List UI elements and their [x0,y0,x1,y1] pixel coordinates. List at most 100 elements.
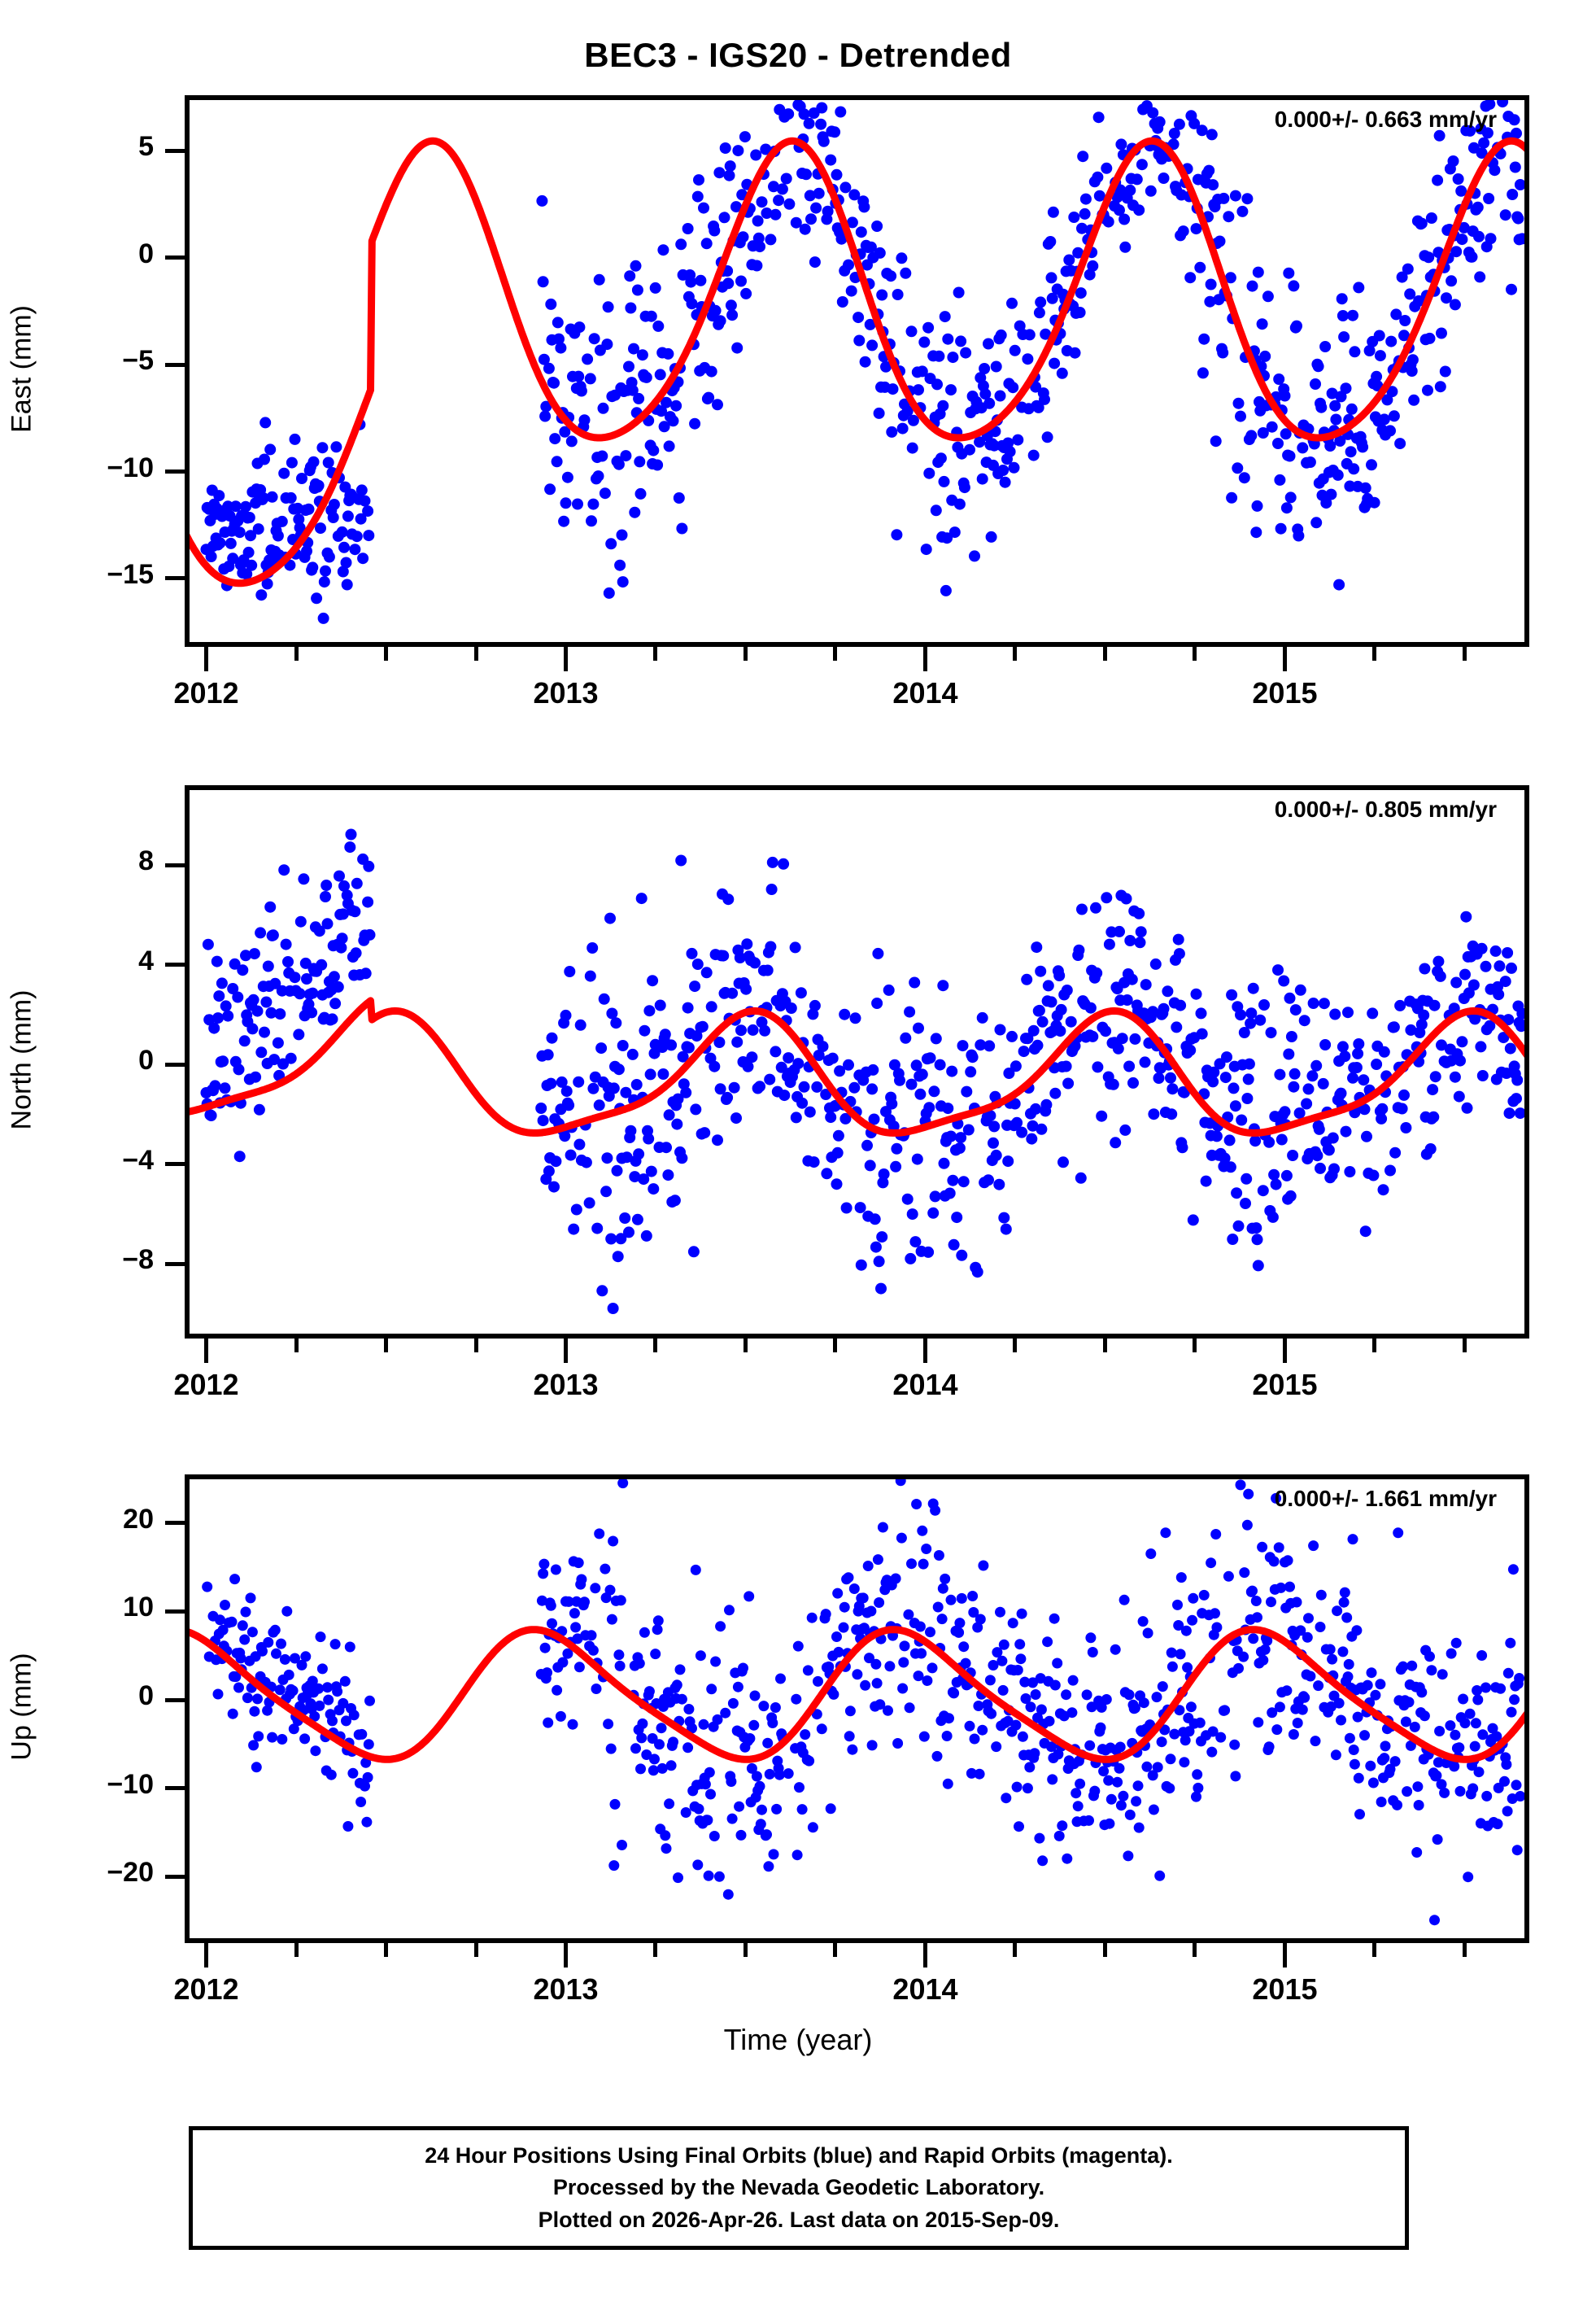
rate-annotation-up: 0.000+/- 1.661 mm/yr [1274,1486,1497,1511]
footer-line-3: Plotted on 2026-Apr-26. Last data on 201… [538,2207,1060,2232]
y-tick-east-3 [165,469,185,474]
x-tick-label-east-1: 2013 [533,676,599,710]
data-layer-east [190,100,1524,624]
y-tick-label-north-3: −4 [122,1144,154,1176]
y-tick-label-north-0: 8 [138,845,154,877]
scatter-points-up [202,1479,1524,1926]
y-tick-label-north-4: −8 [122,1244,154,1276]
y-tick-up-2 [165,1697,185,1702]
x-tick-minor-east [1193,647,1197,661]
y-tick-north-4 [165,1261,185,1266]
x-tick-minor-up [1013,1943,1018,1957]
data-layer-up [190,1479,1524,1926]
x-tick-major-up [204,1943,209,1968]
x-tick-minor-north [833,1339,838,1352]
y-tick-up-1 [165,1609,185,1614]
x-tick-minor-north [1372,1339,1377,1352]
plot-area-north[interactable] [185,785,1529,1339]
model-curve-north [190,997,1524,1137]
x-tick-label-north-3: 2015 [1252,1368,1318,1401]
y-tick-east-0 [165,148,185,153]
y-tick-north-3 [165,1162,185,1167]
x-tick-label-up-0: 2012 [173,1972,239,2006]
y-axis-title-up: Up (mm) [6,1653,37,1761]
x-tick-label-up-1: 2013 [533,1972,599,2006]
x-tick-major-north [922,1339,927,1363]
x-tick-minor-north [384,1339,388,1352]
x-tick-minor-up [1462,1943,1467,1957]
y-tick-label-east-2: −5 [122,345,154,377]
x-tick-major-up [1282,1943,1287,1968]
scatter-points-east [200,100,1524,624]
x-tick-minor-up [473,1943,478,1957]
x-tick-minor-east [1102,647,1107,661]
footer-line-1: 24 Hour Positions Using Final Orbits (bl… [425,2143,1173,2168]
x-tick-major-east [922,647,927,671]
x-tick-label-north-0: 2012 [173,1368,239,1401]
x-tick-minor-north [1462,1339,1467,1352]
y-tick-label-up-0: 20 [123,1503,154,1535]
footer-line-2: Processed by the Nevada Geodetic Laborat… [552,2175,1045,2200]
x-tick-minor-up [1372,1943,1377,1957]
x-tick-minor-north [1193,1339,1197,1352]
y-tick-east-4 [165,576,185,581]
model-curve-east [190,137,1524,587]
rate-annotation-east: 0.000+/- 0.663 mm/yr [1274,107,1497,132]
y-tick-north-2 [165,1062,185,1067]
plot-area-up[interactable] [185,1474,1529,1943]
x-tick-minor-east [833,647,838,661]
x-tick-minor-up [1102,1943,1107,1957]
x-tick-minor-north [653,1339,658,1352]
y-tick-up-3 [165,1786,185,1791]
y-tick-label-up-3: −10 [107,1768,154,1800]
x-tick-label-east-0: 2012 [173,676,239,710]
y-tick-label-east-1: 0 [138,238,154,269]
x-tick-minor-up [743,1943,748,1957]
y-tick-north-0 [165,863,185,867]
x-tick-minor-east [1013,647,1018,661]
x-tick-label-up-3: 2015 [1252,1972,1318,2006]
y-tick-east-1 [165,255,185,260]
x-tick-minor-up [833,1943,838,1957]
x-tick-minor-east [743,647,748,661]
x-tick-minor-east [473,647,478,661]
x-tick-major-north [1282,1339,1287,1363]
x-tick-minor-east [384,647,388,661]
x-tick-minor-up [384,1943,388,1957]
y-tick-up-0 [165,1521,185,1526]
footer-caption-box: 24 Hour Positions Using Final Orbits (bl… [189,2126,1409,2250]
model-curve-up [190,1626,1524,1763]
x-tick-major-up [563,1943,568,1968]
y-tick-label-up-4: −20 [107,1857,154,1889]
y-tick-up-4 [165,1874,185,1879]
data-layer-north [190,828,1524,1314]
x-tick-major-east [1282,647,1287,671]
x-tick-minor-east [1372,647,1377,661]
x-tick-minor-north [294,1339,299,1352]
x-tick-minor-east [294,647,299,661]
x-tick-minor-up [294,1943,299,1957]
x-tick-major-north [204,1339,209,1363]
x-tick-major-up [922,1943,927,1968]
x-tick-major-east [563,647,568,671]
x-tick-label-north-1: 2013 [533,1368,599,1401]
x-axis-title: Time (year) [723,2023,873,2056]
y-tick-label-east-3: −10 [107,452,154,483]
y-tick-east-2 [165,362,185,367]
rate-annotation-north: 0.000+/- 0.805 mm/yr [1274,797,1497,822]
x-tick-minor-north [743,1339,748,1352]
x-tick-minor-east [1462,647,1467,661]
x-tick-label-east-2: 2014 [892,676,958,710]
x-tick-major-east [204,647,209,671]
y-tick-label-north-2: 0 [138,1045,154,1077]
plot-area-east[interactable] [185,95,1529,647]
x-tick-minor-up [653,1943,658,1957]
x-tick-minor-north [1102,1339,1107,1352]
x-tick-label-up-2: 2014 [892,1972,958,2006]
x-tick-label-north-2: 2014 [892,1368,958,1401]
y-tick-label-east-4: −15 [107,558,154,590]
